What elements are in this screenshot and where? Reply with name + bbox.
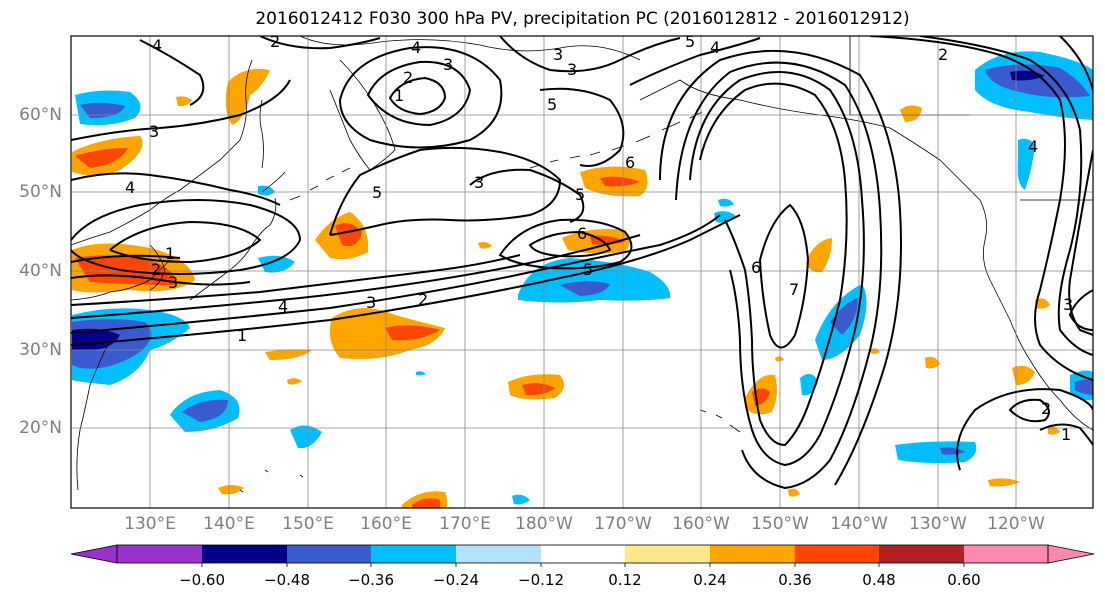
- contour-label: 3: [567, 60, 577, 79]
- contour-label: 1: [165, 244, 175, 263]
- contour-label: 4: [125, 178, 135, 197]
- colorbar-swatch: [964, 545, 1048, 563]
- contour-label: 3: [168, 273, 178, 292]
- contour-label: 6: [577, 224, 587, 243]
- colorbar-tick-label: 0.48: [862, 571, 896, 589]
- lon-label: 150°E: [282, 514, 334, 534]
- contour-label: 4: [278, 297, 288, 316]
- map-frame: [70, 35, 1094, 509]
- contour-label: 3: [1063, 295, 1073, 314]
- contour-label: 1: [394, 86, 404, 105]
- lon-label: 140°E: [203, 514, 255, 534]
- colorbar-swatch: [117, 545, 202, 563]
- colorbar-tick-label: −0.12: [518, 571, 564, 589]
- contour-label: 3: [474, 173, 484, 192]
- lat-label: 50°N: [19, 182, 62, 202]
- map-title: 2016012412 F030 300 hPa PV, precipitatio…: [255, 9, 910, 29]
- lat-label: 20°N: [19, 418, 62, 438]
- contour-label: 4: [152, 36, 162, 55]
- contour-label: 1: [237, 326, 247, 345]
- colorbar-swatch: [625, 545, 710, 563]
- lon-label: 170°W: [594, 514, 652, 534]
- contour-label: 4: [710, 38, 720, 57]
- contour-label: 2: [403, 68, 413, 87]
- lat-label: 60°N: [19, 105, 62, 125]
- colorbar-tick-label: −0.24: [433, 571, 479, 589]
- contour-label: 3: [149, 122, 159, 141]
- colorbar-tick-label: −0.36: [348, 571, 394, 589]
- colorbar-tick-label: 0.36: [778, 571, 812, 589]
- contour-label: 2: [418, 290, 428, 309]
- contour-label: 6: [625, 153, 635, 172]
- contour-label: 2: [151, 260, 161, 279]
- lon-label: 130°W: [909, 514, 967, 534]
- lon-label: 160°W: [672, 514, 730, 534]
- pv-contours: [71, 36, 1093, 490]
- contour-label: 3: [553, 45, 563, 64]
- contour-label: 4: [1028, 137, 1038, 156]
- contour-label: 5: [575, 185, 585, 204]
- contour-label: 6: [751, 258, 761, 277]
- colorbar: [70, 544, 1095, 567]
- contour-label: 5: [583, 260, 593, 279]
- contour-label: 5: [685, 32, 695, 51]
- lon-label: 180°W: [515, 514, 573, 534]
- colorbar-extend-low: [70, 544, 118, 564]
- colorbar-tick-label: 0.24: [693, 571, 727, 589]
- lon-label: 120°W: [987, 514, 1045, 534]
- colorbar-tick-label: −0.60: [179, 571, 225, 589]
- lon-label: 160°E: [360, 514, 412, 534]
- colorbar-extend-high: [1047, 544, 1095, 564]
- graticule: [71, 36, 1093, 508]
- contour-label: 1: [1061, 425, 1071, 444]
- colorbar-swatch: [287, 545, 371, 563]
- colorbar-swatch: [371, 545, 456, 563]
- contour-label: 3: [443, 55, 453, 74]
- contour-label: 5: [372, 183, 382, 202]
- colorbar-tick-label: 0.60: [947, 571, 981, 589]
- colorbar-swatch: [710, 545, 795, 563]
- contour-label: 2: [1041, 399, 1051, 418]
- lon-label: 130°E: [124, 514, 176, 534]
- colorbar-swatch: [541, 545, 625, 563]
- contour-label: 4: [411, 38, 421, 57]
- contour-label: 5: [547, 95, 557, 114]
- contour-label: 2: [270, 32, 280, 51]
- colorbar-tick-label: −0.48: [264, 571, 310, 589]
- colorbar-swatch: [795, 545, 879, 563]
- contour-label: 2: [938, 45, 948, 64]
- colorbar-swatch: [879, 545, 964, 563]
- colorbar-tick-label: 0.12: [608, 571, 642, 589]
- contour-labels: 4 2 4 3 5 4 2 3 1 5 3 3 4 5 3 5 6 5 6 1 …: [125, 32, 1073, 444]
- lat-label: 30°N: [19, 340, 62, 360]
- contour-label: 7: [789, 280, 799, 299]
- contour-label: 3: [366, 293, 376, 312]
- lon-label: 170°E: [439, 514, 491, 534]
- colorbar-swatch: [202, 545, 287, 563]
- lon-label: 150°W: [751, 514, 809, 534]
- colorbar-swatch: [456, 545, 541, 563]
- lon-label: 140°W: [830, 514, 888, 534]
- lat-label: 40°N: [19, 261, 62, 281]
